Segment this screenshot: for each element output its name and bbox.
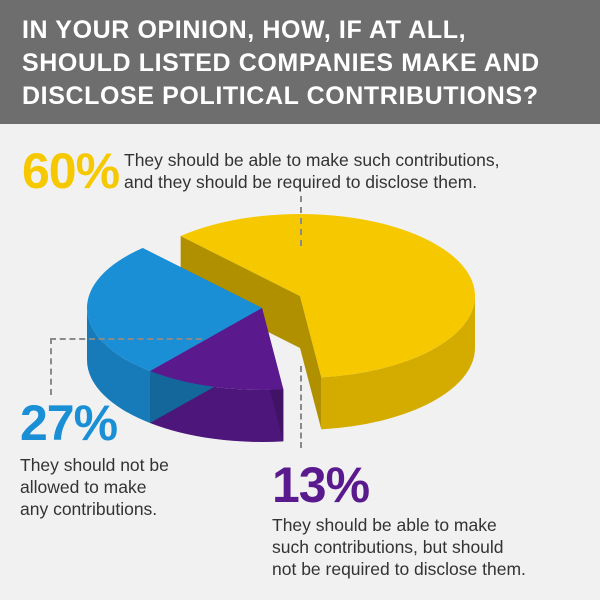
label-desc-no-disclose-line2: such contributions, but should	[272, 537, 504, 557]
pie-side-yes-disclose	[321, 296, 475, 430]
label-desc-yes-disclose-line2: and they should be required to disclose …	[124, 172, 478, 192]
label-desc-no-disclose-line3: not be required to disclose them.	[272, 559, 526, 579]
label-pct-yes-disclose: 60%	[22, 143, 120, 199]
label-desc-yes-disclose-line1: They should be able to make such contrib…	[124, 150, 500, 170]
pie-slice-no-disclose	[149, 308, 284, 390]
chart-title: IN YOUR OPINION, HOW, IF AT ALL, SHOULD …	[22, 16, 540, 110]
leader-line-no-disclose	[300, 366, 302, 448]
label-desc-no-disclose-line1: They should be able to make	[272, 515, 497, 535]
label-desc-not-allowed-line1: They should not be	[20, 455, 169, 475]
pie-slice-not-allowed	[86, 248, 262, 371]
label-pct-not-allowed: 27%	[20, 395, 118, 451]
label-desc-not-allowed-line3: any contributions.	[20, 499, 158, 519]
leader-line-not-allowed	[50, 338, 202, 395]
pie-cut-face-yes-disclose-0	[180, 236, 300, 348]
label-pct-no-disclose: 13%	[272, 457, 370, 513]
pie-cut-face-yes-disclose-1	[300, 296, 322, 430]
leader-line-yes-disclose	[300, 196, 302, 246]
pie-slice-yes-disclose	[180, 213, 476, 378]
label-desc-not-allowed-line2: allowed to make	[20, 477, 147, 497]
header-bar: IN YOUR OPINION, HOW, IF AT ALL, SHOULD …	[0, 0, 600, 124]
pie-side-not-allowed	[87, 308, 150, 423]
